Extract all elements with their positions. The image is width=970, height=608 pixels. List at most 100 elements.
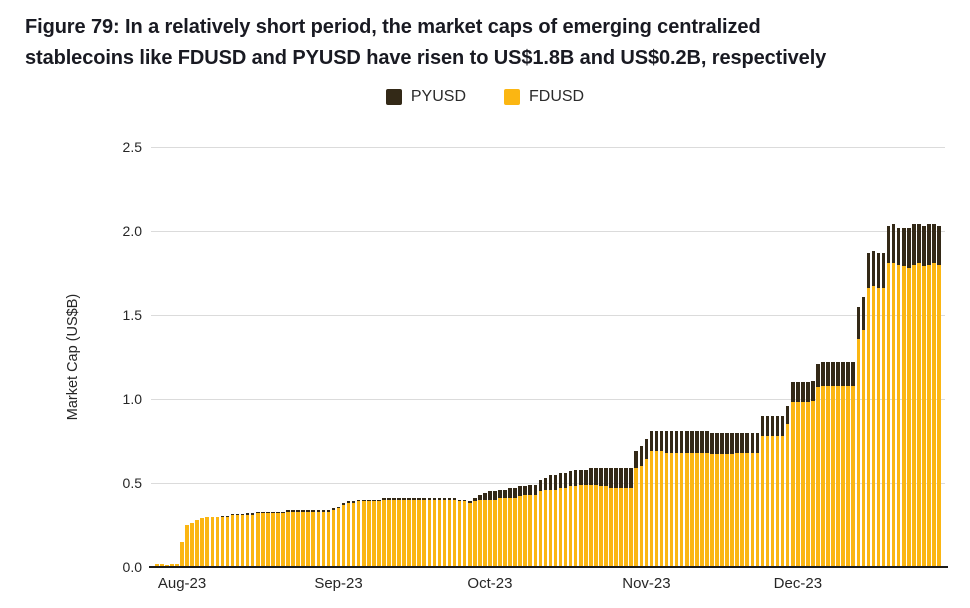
x-tick-label-Sep-23: Sep-23 — [314, 575, 363, 592]
bar-segment-pyusd — [422, 498, 427, 500]
bar-segment-fdusd — [917, 262, 921, 567]
bar — [518, 486, 522, 567]
bar-segment-fdusd — [861, 330, 866, 567]
bar — [553, 474, 558, 567]
stacked-bars — [151, 147, 945, 567]
bar-segment-pyusd — [619, 467, 623, 489]
bar-segment-fdusd — [891, 262, 896, 567]
bar — [155, 563, 159, 567]
bar — [790, 382, 795, 567]
bar-segment-fdusd — [801, 402, 805, 567]
bar — [397, 498, 401, 567]
bar-segment-fdusd — [538, 491, 543, 567]
bar-segment-pyusd — [886, 225, 891, 263]
bar-segment-pyusd — [856, 306, 861, 339]
bar — [356, 499, 361, 567]
bar-segment-pyusd — [770, 415, 775, 436]
bar — [866, 252, 871, 567]
bar — [891, 224, 896, 567]
bar — [689, 430, 694, 567]
bar-segment-pyusd — [240, 514, 245, 515]
bar-segment-pyusd — [659, 430, 664, 452]
bar — [679, 430, 684, 567]
bar-segment-fdusd — [306, 511, 310, 567]
bar-segment-pyusd — [281, 511, 285, 514]
bar-segment-pyusd — [483, 493, 487, 500]
bar — [922, 225, 926, 567]
bar-segment-fdusd — [553, 489, 558, 567]
bar — [200, 518, 205, 567]
bar — [185, 525, 189, 567]
bar — [639, 446, 644, 567]
bar — [871, 251, 876, 567]
bar-segment-pyusd — [417, 498, 422, 500]
bar — [210, 516, 215, 567]
bar-segment-pyusd — [493, 491, 497, 500]
bar-segment-pyusd — [932, 224, 936, 263]
bar — [669, 430, 674, 567]
bar-segment-fdusd — [689, 452, 694, 567]
bar — [604, 467, 608, 567]
bar — [452, 498, 457, 567]
bar — [568, 471, 573, 567]
bar-segment-pyusd — [715, 432, 719, 455]
bar — [341, 503, 346, 567]
bar-segment-fdusd — [311, 511, 316, 567]
bar-segment-fdusd — [336, 508, 341, 567]
bar-segment-fdusd — [402, 499, 406, 567]
bar — [836, 362, 840, 567]
bar — [467, 501, 472, 567]
bar — [366, 499, 371, 567]
y-tick-label-0.0: 0.0 — [122, 559, 142, 575]
bar-segment-fdusd — [326, 511, 331, 567]
bar — [306, 509, 310, 567]
bar-segment-fdusd — [442, 499, 447, 567]
bar-segment-fdusd — [271, 513, 275, 567]
bar-segment-fdusd — [432, 499, 437, 567]
bar — [780, 415, 785, 567]
bar — [281, 511, 285, 567]
bar-segment-pyusd — [912, 224, 916, 265]
bar-segment-pyusd — [599, 467, 603, 487]
bar-segment-fdusd — [609, 488, 613, 567]
bar — [861, 296, 866, 567]
bar — [831, 362, 835, 567]
bar-segment-pyusd — [816, 363, 820, 388]
bar-segment-pyusd — [578, 469, 583, 485]
bar — [906, 227, 911, 567]
bar — [351, 501, 356, 567]
bar-segment-pyusd — [861, 296, 866, 331]
bar — [548, 474, 553, 567]
bar-segment-fdusd — [472, 501, 477, 567]
bar-segment-pyusd — [826, 362, 830, 386]
bar-segment-pyusd — [467, 501, 472, 504]
bar-segment-fdusd — [811, 400, 815, 567]
bar-segment-fdusd — [366, 501, 371, 567]
bar-segment-fdusd — [669, 452, 674, 567]
bar-segment-pyusd — [427, 498, 432, 500]
bar-segment-pyusd — [735, 432, 739, 453]
bar — [462, 499, 467, 567]
bar — [705, 430, 709, 567]
bar — [896, 227, 901, 567]
bar-segment-fdusd — [407, 499, 411, 567]
bar-segment-fdusd — [750, 452, 755, 567]
bar-segment-fdusd — [276, 513, 280, 567]
bar-segment-fdusd — [392, 499, 396, 567]
bar — [735, 432, 739, 567]
bar — [589, 467, 593, 567]
bar-segment-fdusd — [876, 288, 881, 567]
bar-segment-pyusd — [821, 362, 825, 386]
bar-segment-fdusd — [331, 509, 336, 567]
bar-segment-pyusd — [356, 499, 361, 502]
legend-item-pyusd: PYUSD — [385, 88, 466, 106]
bar-segment-fdusd — [780, 435, 785, 567]
bar — [387, 498, 391, 567]
bar — [932, 224, 936, 567]
bar-segment-fdusd — [205, 516, 210, 567]
bar-segment-fdusd — [341, 504, 346, 567]
bar-segment-pyusd — [891, 224, 896, 263]
bar — [407, 498, 411, 567]
bar-segment-pyusd — [811, 380, 815, 401]
